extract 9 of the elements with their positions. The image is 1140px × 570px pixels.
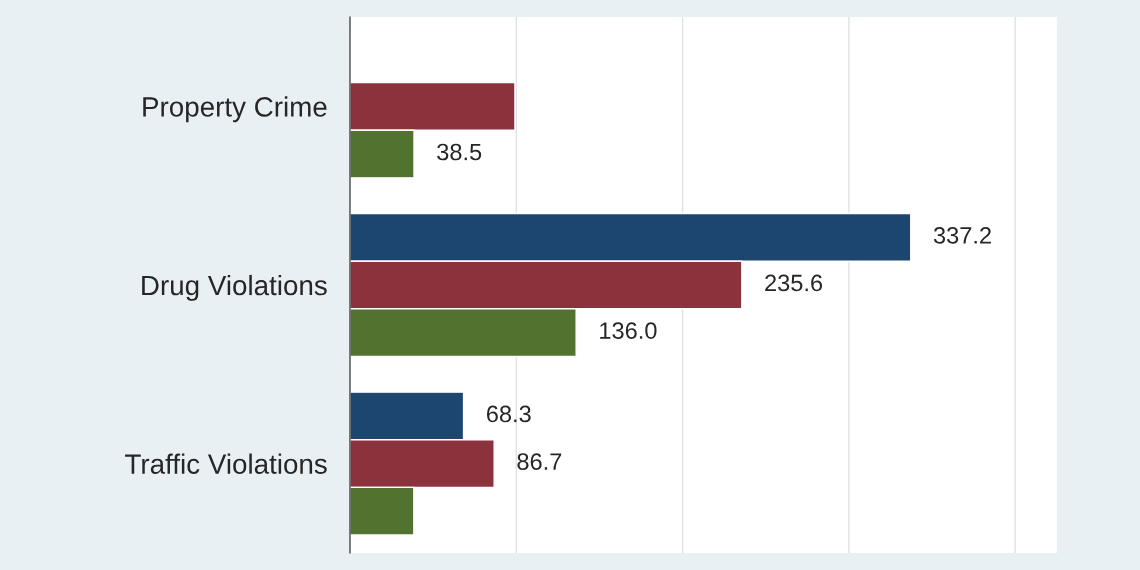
y-tick-label: Drug Violations xyxy=(142,274,327,301)
data-label: 136.0 xyxy=(600,322,657,339)
data-label: 235.6 xyxy=(765,274,823,292)
data-label: 68.3 xyxy=(486,405,531,423)
data-label: 86.7 xyxy=(517,453,562,470)
y-tick-label: Traffic Violations xyxy=(125,453,327,474)
y-tick-label: Property Crime xyxy=(143,96,327,123)
data-label: 38.5 xyxy=(437,143,482,161)
data-label: 337.2 xyxy=(933,226,991,244)
